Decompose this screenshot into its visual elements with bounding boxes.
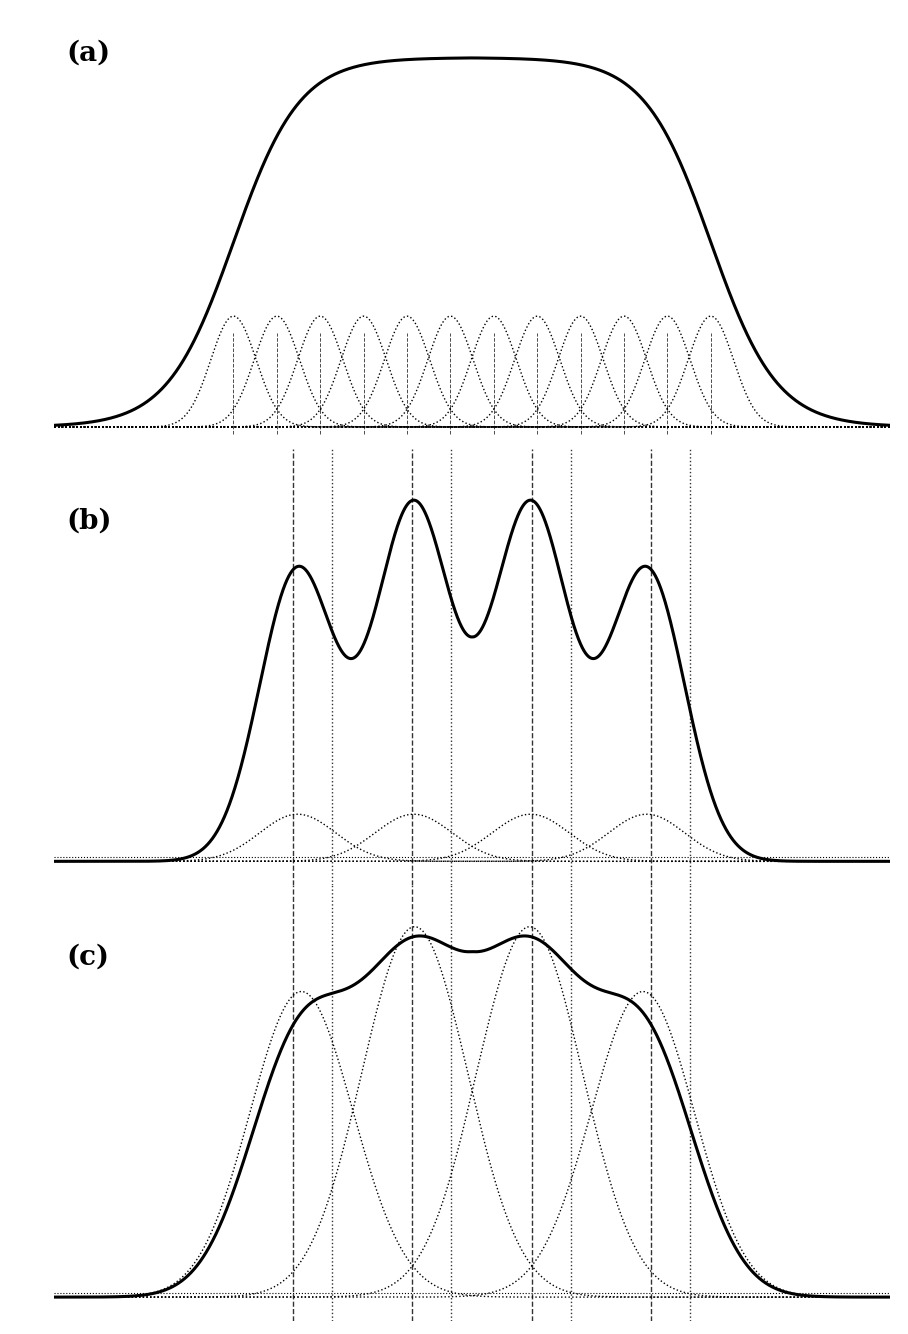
Text: (a): (a) bbox=[66, 39, 111, 67]
Text: (c): (c) bbox=[66, 943, 109, 971]
Text: (b): (b) bbox=[66, 508, 112, 535]
